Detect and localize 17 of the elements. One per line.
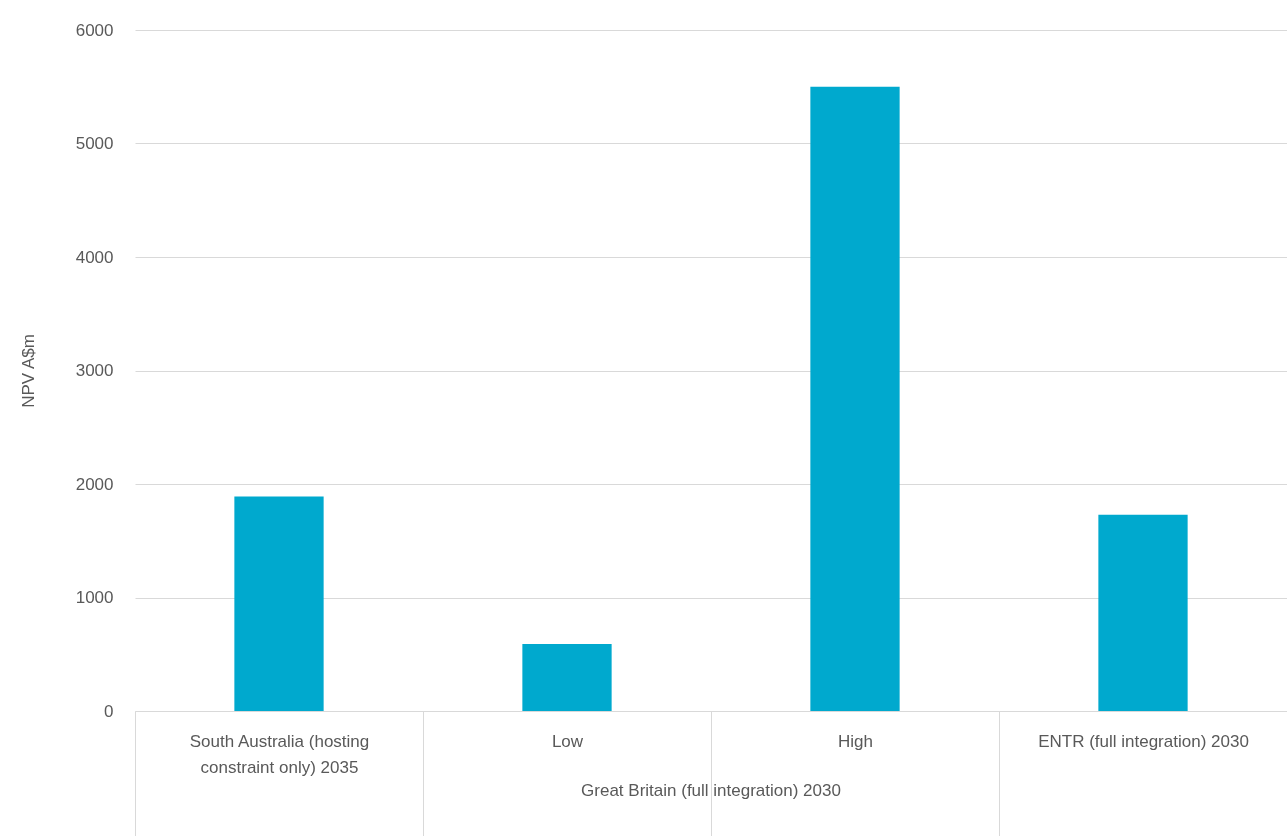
bar bbox=[522, 644, 612, 711]
bar bbox=[1098, 514, 1188, 711]
y-tick-label: 2000 bbox=[75, 474, 114, 494]
y-tick-label: 1000 bbox=[75, 588, 114, 607]
x-tick-label: ENTR (full integration) 2030 bbox=[1038, 731, 1249, 751]
y-tick-label: 4000 bbox=[75, 247, 114, 267]
x-tick-label: High bbox=[838, 731, 873, 751]
x-tick-label: Low bbox=[551, 731, 584, 751]
y-tick-label: 0 bbox=[104, 701, 114, 721]
y-tick-label: 6000 bbox=[75, 20, 114, 40]
y-tick-label: 3000 bbox=[75, 361, 114, 380]
text: Great Britain (full integration) 2030 bbox=[581, 781, 841, 800]
x-tick-label: South Australia (hosting constraint only) 2035 bbox=[189, 731, 370, 777]
bar bbox=[810, 86, 900, 711]
y-tick-label: 5000 bbox=[75, 134, 114, 153]
y-axis-title: NPV A$m bbox=[18, 334, 38, 408]
bar bbox=[234, 496, 324, 711]
